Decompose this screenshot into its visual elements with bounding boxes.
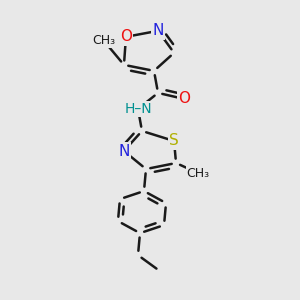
- Text: N: N: [152, 23, 164, 38]
- Text: S: S: [169, 134, 179, 148]
- Text: CH₃: CH₃: [92, 34, 116, 47]
- Text: O: O: [120, 29, 132, 44]
- Text: N: N: [118, 143, 130, 158]
- Text: H–N: H–N: [124, 102, 152, 116]
- Text: O: O: [178, 92, 190, 106]
- Text: CH₃: CH₃: [187, 167, 210, 179]
